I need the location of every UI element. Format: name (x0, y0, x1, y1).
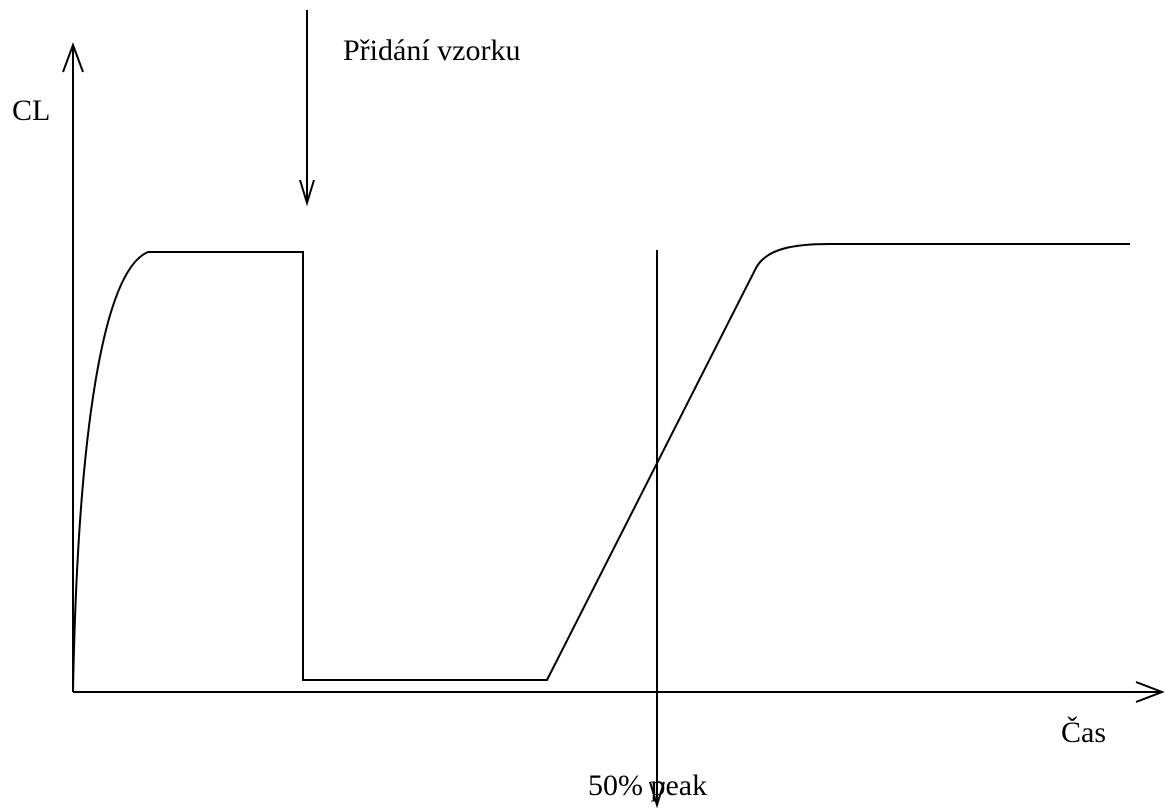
y-axis-label: CL (12, 94, 50, 127)
y-axis (62, 42, 84, 692)
x-axis-label: Čas (1061, 716, 1106, 749)
sample-arrow (299, 10, 315, 207)
curve (72, 243, 1130, 693)
peak-arrow (649, 250, 665, 809)
sample-label: Přidání vzorku (343, 34, 520, 67)
x-axis (73, 681, 1165, 703)
peak-label: 50% peak (588, 769, 707, 802)
